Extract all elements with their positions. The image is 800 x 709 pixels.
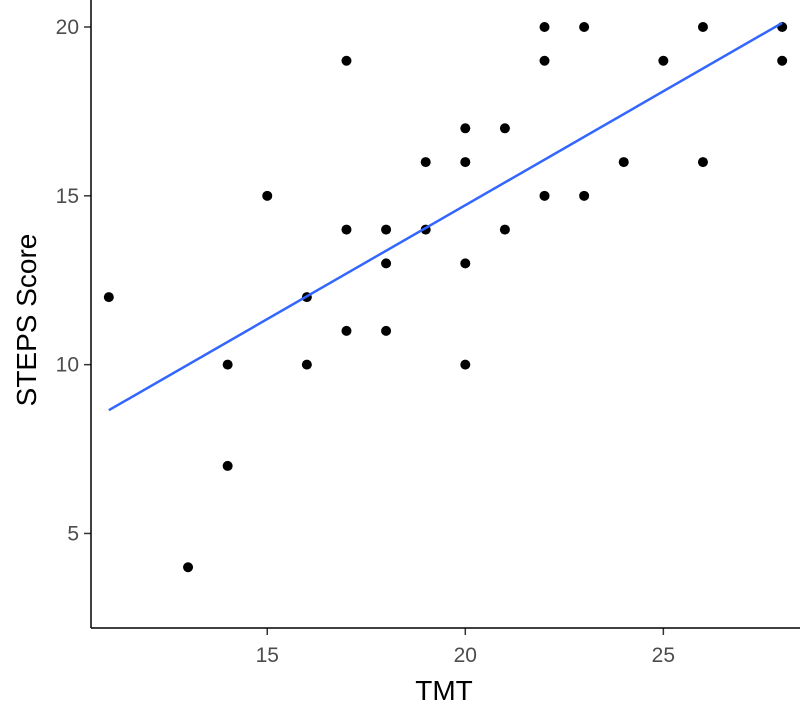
data-point [618, 157, 629, 168]
data-point [697, 22, 708, 33]
data-point [381, 258, 392, 269]
data-point [222, 359, 233, 370]
x-axis-ticks: 15 20 25 [256, 628, 675, 667]
data-point [183, 562, 194, 573]
data-point [460, 258, 471, 269]
data-point [103, 292, 114, 303]
data-point [579, 22, 590, 33]
y-tick-label: 10 [56, 354, 79, 377]
data-point [460, 123, 471, 134]
data-point [499, 123, 510, 134]
data-point [381, 224, 392, 235]
data-point [539, 55, 550, 66]
y-tick-label: 20 [56, 16, 79, 39]
data-point [539, 190, 550, 201]
data-point [420, 157, 431, 168]
y-tick-label: 15 [56, 185, 79, 208]
data-point [222, 460, 233, 471]
data-point [262, 190, 273, 201]
data-point [460, 359, 471, 370]
data-point [301, 359, 312, 370]
y-tick-label: 5 [67, 522, 79, 545]
data-point [539, 22, 550, 33]
x-tick-label: 20 [454, 644, 477, 667]
regression-line [108, 21, 783, 412]
data-point [777, 55, 788, 66]
data-point [658, 55, 669, 66]
data-point [579, 190, 590, 201]
x-tick-label: 25 [652, 644, 675, 667]
data-point [341, 325, 352, 336]
data-points [103, 22, 788, 573]
data-point [381, 325, 392, 336]
data-point [341, 224, 352, 235]
data-point [697, 157, 708, 168]
x-tick-label: 15 [256, 644, 279, 667]
data-point [499, 224, 510, 235]
y-axis-ticks: 5 10 15 20 [56, 16, 91, 545]
y-axis-title: STEPS Score [11, 234, 42, 407]
data-point [341, 55, 352, 66]
x-axis-title: TMT [415, 675, 473, 706]
data-point [460, 157, 471, 168]
